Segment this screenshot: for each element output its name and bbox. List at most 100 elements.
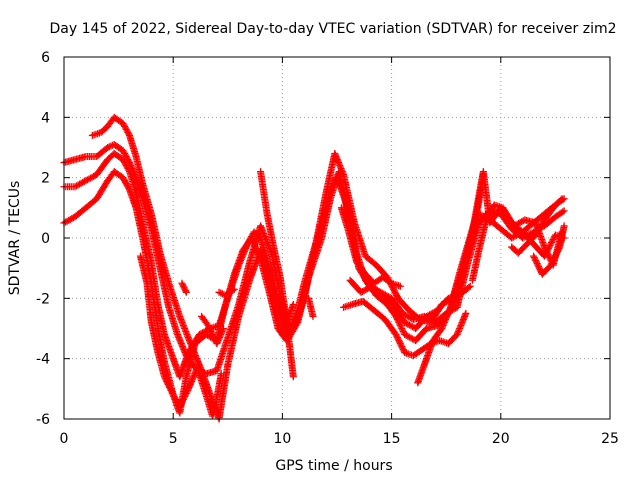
data-point [178,398,186,406]
data-point [120,175,128,183]
data-point [549,257,557,265]
data-point [179,397,187,405]
data-point [542,246,550,254]
data-point [392,290,400,298]
data-point [396,282,404,290]
data-point [179,395,187,403]
data-point [176,403,184,411]
series-track [305,294,317,320]
data-point [535,263,543,271]
data-point [176,401,184,409]
data-point [172,395,180,403]
data-point [396,338,404,346]
data-point [181,285,189,293]
data-point [123,181,131,189]
data-point [392,331,400,339]
data-point [487,208,495,216]
data-point [488,205,496,213]
data-point [121,177,129,185]
data-point [548,239,555,247]
data-point [548,258,556,266]
data-point [543,248,551,256]
series-track [198,312,227,348]
data-point [552,251,560,259]
data-point [119,119,127,127]
series-track [530,222,568,278]
data-point [182,391,190,399]
data-point [393,291,401,299]
data-point [160,373,168,381]
data-point [122,162,130,170]
data-point [168,389,176,397]
data-point [104,144,112,151]
data-point [216,334,224,342]
data-point [550,255,558,263]
x-tick-label: 5 [169,431,178,447]
y-tick-label: -4 [36,352,50,368]
data-point [184,386,192,394]
data-point [161,374,169,382]
series-track [468,201,566,284]
data-point [121,122,129,130]
data-point [209,331,217,339]
data-point [121,124,129,132]
data-point [122,125,130,133]
y-tick-label: 2 [41,171,50,187]
data-point [397,323,405,331]
data-point [530,254,538,262]
data-point [122,180,130,188]
data-point [545,252,553,260]
data-point [395,337,403,345]
data-point [533,260,541,268]
data-point [547,240,555,248]
data-point [121,160,129,168]
data-point [397,341,405,349]
data-point [399,346,407,354]
data-point [178,279,186,287]
data-point [482,217,490,225]
data-point [182,389,190,397]
data-point [393,332,401,340]
data-point [544,251,552,259]
data-point [166,385,174,393]
data-point [125,184,133,192]
y-axis-label: SDTVAR / TECUs [7,181,23,296]
data-point [119,174,127,182]
data-point [217,370,225,378]
data-point [125,166,133,174]
data-point [549,236,557,244]
series-track [257,168,297,381]
data-point [215,288,223,296]
data-point [560,207,568,215]
data-point [120,121,128,129]
y-tick-label: 0 [41,231,50,247]
data-point [486,210,494,218]
data-point [393,334,401,342]
data-point [206,326,214,334]
data-point [163,377,171,385]
data-point [559,208,567,216]
data-point [169,391,177,399]
data-point [396,321,404,329]
data-point [540,243,548,251]
data-point [487,207,495,215]
series-track [508,195,566,257]
x-tick-label: 10 [273,431,291,447]
data-point [398,343,406,351]
series-track [337,204,404,290]
data-point [179,281,187,289]
data-point [182,287,190,295]
data-point [551,252,559,260]
axis-ticks: 0 5 10 15 20 25 -6 -4 -2 0 2 4 6 [36,50,619,447]
data-point [123,163,131,171]
data-point [119,156,127,164]
data-point [121,159,129,167]
data-point [165,382,173,390]
y-tick-label: -2 [36,291,50,307]
x-tick-label: 20 [492,431,510,447]
data-point [121,151,129,159]
y-tick-label: 4 [41,110,50,126]
series-track [178,279,190,296]
data-point [291,323,299,331]
